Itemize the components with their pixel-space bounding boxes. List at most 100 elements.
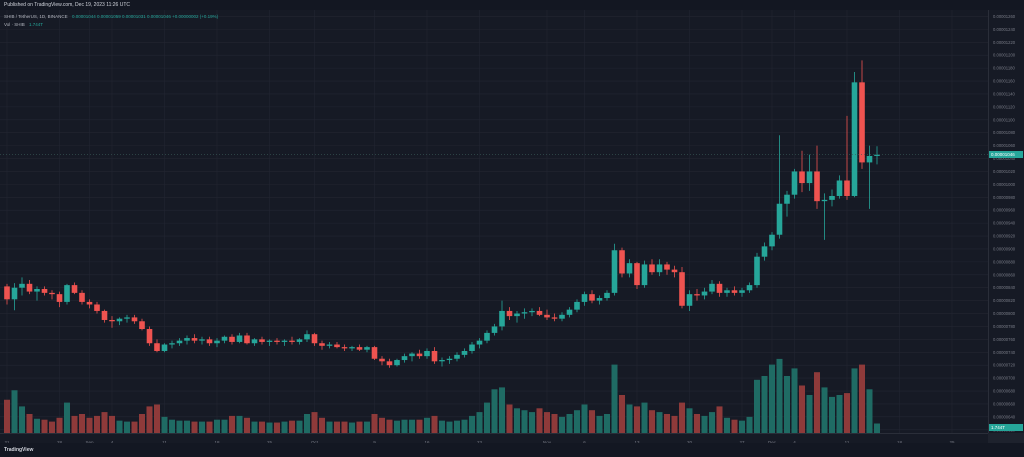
- price-tick-label: 0.00000960: [993, 208, 1016, 213]
- price-tick-label: 0.00000860: [993, 272, 1016, 277]
- price-tick-label: 0.00000940: [993, 221, 1016, 226]
- time-tick-label: Sep: [85, 440, 94, 445]
- candle-body: [289, 340, 295, 342]
- chart-area[interactable]: [0, 10, 988, 433]
- volume-bar: [259, 421, 265, 433]
- candle-body: [529, 310, 535, 313]
- volume-bar: [139, 414, 145, 433]
- volume-bar: [806, 395, 813, 433]
- candle-body: [154, 343, 160, 351]
- candle-body: [551, 317, 558, 319]
- price-tick-label: 0.00001220: [993, 40, 1016, 45]
- legend-volume-row: Vol · SHIB 1.744T: [4, 21, 218, 29]
- volume-bar: [446, 421, 453, 433]
- volume-bar: [484, 402, 490, 433]
- volume-bar: [274, 422, 280, 433]
- volume-bar: [131, 421, 138, 433]
- price-tick-label: 0.00001020: [993, 169, 1016, 174]
- volume-bar: [461, 419, 468, 433]
- volume-bar: [49, 421, 55, 433]
- volume-bar: [656, 412, 663, 433]
- volume-bar: [866, 389, 873, 433]
- volume-tag: 1.744T: [989, 424, 1023, 431]
- time-tick-label: 11: [845, 440, 850, 445]
- candle-body: [304, 334, 310, 340]
- candle-body: [34, 288, 40, 292]
- price-tick-label: 0.00001040: [993, 156, 1016, 161]
- price-tick-label: 0.00000800: [993, 311, 1016, 316]
- candle-body: [49, 292, 55, 295]
- volume-bar: [161, 416, 168, 433]
- volume-bar: [281, 421, 288, 433]
- grid: [0, 10, 988, 433]
- candle-body: [176, 340, 183, 344]
- candle-body: [311, 334, 318, 344]
- volume-bar: [724, 417, 730, 433]
- candle-body: [446, 358, 453, 361]
- price-tick-label: 0.00000820: [993, 298, 1016, 303]
- candle-body: [124, 317, 130, 319]
- volume-bar: [641, 402, 648, 433]
- candle-body: [566, 309, 573, 315]
- volume-bar: [769, 364, 775, 433]
- candle-body: [746, 285, 753, 291]
- candle-body: [416, 353, 423, 357]
- candle-body: [229, 336, 235, 342]
- volume-bar: [4, 399, 10, 433]
- published-text: Published on TradingView.com, Dec 19, 20…: [4, 2, 131, 8]
- candle-body: [454, 354, 460, 359]
- volume-bar: [56, 417, 63, 433]
- candle-body: [514, 313, 520, 317]
- volume-bar: [821, 387, 828, 433]
- volume-bar: [206, 421, 213, 433]
- last-price-tag: 0.00001046: [989, 151, 1023, 159]
- candle-body: [41, 288, 48, 293]
- candle-body: [649, 264, 655, 273]
- candle-body: [731, 290, 738, 293]
- candle-body: [86, 301, 93, 305]
- volume-bar: [739, 420, 745, 433]
- candle-body: [769, 234, 775, 247]
- candle-body: [424, 350, 430, 357]
- price-chart[interactable]: [0, 10, 988, 433]
- price-tick-label: 0.00000660: [993, 401, 1016, 406]
- candle-body: [544, 314, 550, 318]
- candle-body: [499, 310, 505, 327]
- volume-bar: [829, 396, 835, 433]
- candle-body: [319, 343, 325, 346]
- volume-bar: [619, 395, 625, 433]
- candles: [4, 60, 880, 368]
- volume-bar: [874, 423, 880, 433]
- candle-body: [799, 171, 805, 184]
- candle-body: [851, 82, 858, 196]
- volume-bar: [394, 420, 400, 433]
- volume-bar: [439, 420, 445, 433]
- volume-bar: [401, 419, 408, 433]
- candle-body: [874, 154, 880, 156]
- time-tick-label: 25: [949, 440, 955, 445]
- volume-bar: [349, 422, 355, 433]
- price-tick-label: 0.00000740: [993, 350, 1016, 355]
- candle-body: [836, 180, 843, 196]
- volume-bar: [109, 415, 115, 433]
- candle-body: [619, 250, 625, 274]
- volume-bar: [71, 415, 78, 433]
- volume-bar: [581, 404, 588, 433]
- candle-body: [656, 264, 663, 273]
- price-tick-label: 0.00001200: [993, 53, 1016, 58]
- volume-bar: [859, 364, 865, 433]
- price-axis[interactable]: 0.00001260 0.00001240 0.00001220 0.00001200…: [988, 10, 1024, 433]
- candle-body: [611, 250, 618, 293]
- candle-body: [664, 264, 670, 270]
- time-axis[interactable]: 21 28 Sep 4 11 18 25 Oct 9 16 23 Nov 6 13 20 27 Dec 4 11 18…: [0, 433, 988, 445]
- volume-bar: [521, 410, 528, 433]
- volume-bar: [596, 415, 603, 433]
- candle-body: [626, 263, 633, 274]
- time-tick-label: 11: [162, 440, 167, 445]
- volume-bar: [424, 417, 430, 433]
- candle-body: [491, 326, 498, 333]
- volume-bar: [116, 420, 123, 433]
- candle-body: [56, 294, 63, 302]
- candle-body: [596, 298, 603, 301]
- candle-body: [589, 294, 595, 301]
